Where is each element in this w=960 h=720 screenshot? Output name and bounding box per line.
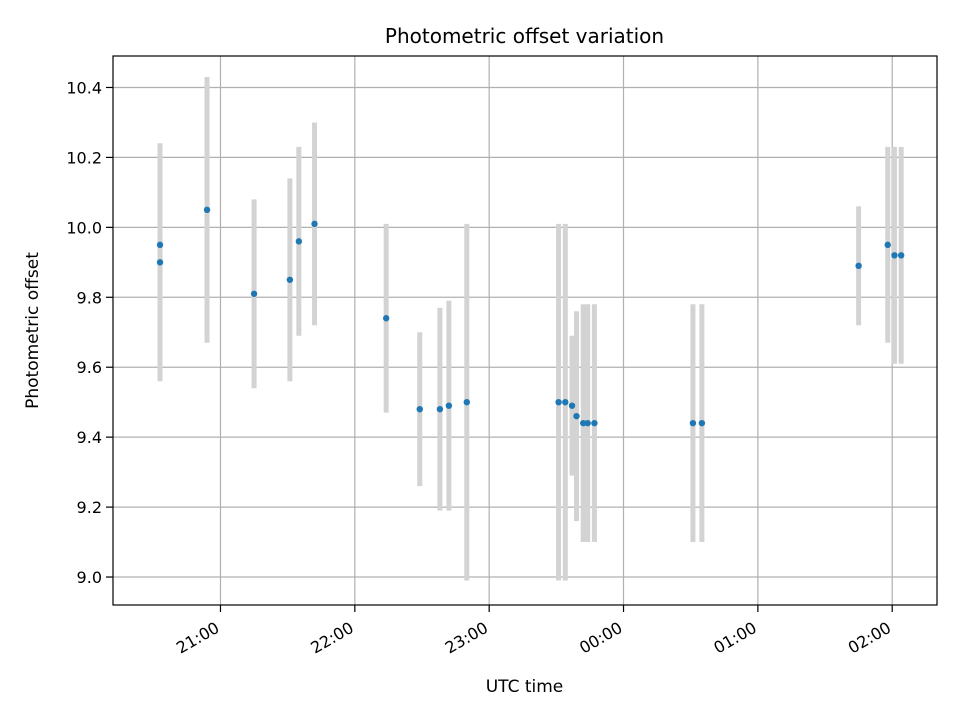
data-points bbox=[156, 206, 905, 427]
y-tick-label: 9.6 bbox=[77, 358, 102, 377]
y-tick-label: 9.0 bbox=[77, 568, 102, 587]
data-point bbox=[311, 220, 318, 228]
y-tick-label: 10.2 bbox=[66, 148, 102, 167]
data-point bbox=[382, 315, 390, 322]
plot-area-frame bbox=[112, 55, 938, 606]
data-point bbox=[855, 262, 862, 270]
data-point bbox=[156, 241, 164, 249]
data-point bbox=[884, 241, 891, 249]
y-tick-label: 10.0 bbox=[66, 218, 102, 237]
y-tick-label: 9.2 bbox=[77, 498, 102, 517]
chart-title: Photometric offset variation bbox=[385, 24, 664, 48]
data-point bbox=[584, 419, 591, 427]
y-tick-label: 9.8 bbox=[77, 288, 102, 307]
data-point bbox=[286, 276, 294, 283]
x-axis-title: UTC time bbox=[486, 677, 564, 697]
y-axis: 9.0 9.2 9.4 9.6 9.8 10.0 10.2 10.4 bbox=[66, 78, 113, 587]
data-point bbox=[295, 238, 303, 245]
data-point bbox=[463, 398, 470, 406]
data-point bbox=[568, 402, 576, 409]
data-point bbox=[698, 419, 706, 427]
data-point bbox=[573, 412, 580, 420]
data-point bbox=[250, 290, 258, 297]
data-point bbox=[156, 259, 164, 266]
data-point bbox=[203, 206, 211, 214]
data-point bbox=[689, 419, 697, 427]
data-point bbox=[891, 252, 898, 259]
data-point bbox=[591, 419, 598, 427]
data-point bbox=[897, 252, 905, 259]
y-tick-label: 9.4 bbox=[77, 428, 102, 447]
data-point bbox=[555, 398, 562, 406]
y-tick-label: 10.4 bbox=[66, 78, 102, 97]
data-point bbox=[416, 405, 423, 413]
data-point bbox=[580, 419, 587, 427]
data-point bbox=[436, 405, 444, 413]
data-point bbox=[562, 398, 569, 406]
data-point bbox=[445, 402, 453, 409]
y-axis-title: Photometric offset bbox=[23, 252, 43, 409]
